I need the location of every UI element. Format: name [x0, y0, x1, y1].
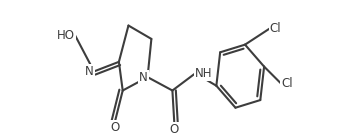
Text: O: O	[110, 121, 120, 134]
Text: N: N	[85, 65, 94, 78]
Text: NH: NH	[195, 67, 213, 80]
Text: HO: HO	[57, 29, 75, 42]
Text: Cl: Cl	[281, 77, 293, 90]
Text: O: O	[170, 123, 179, 136]
Text: N: N	[139, 71, 148, 84]
Text: Cl: Cl	[270, 22, 282, 35]
